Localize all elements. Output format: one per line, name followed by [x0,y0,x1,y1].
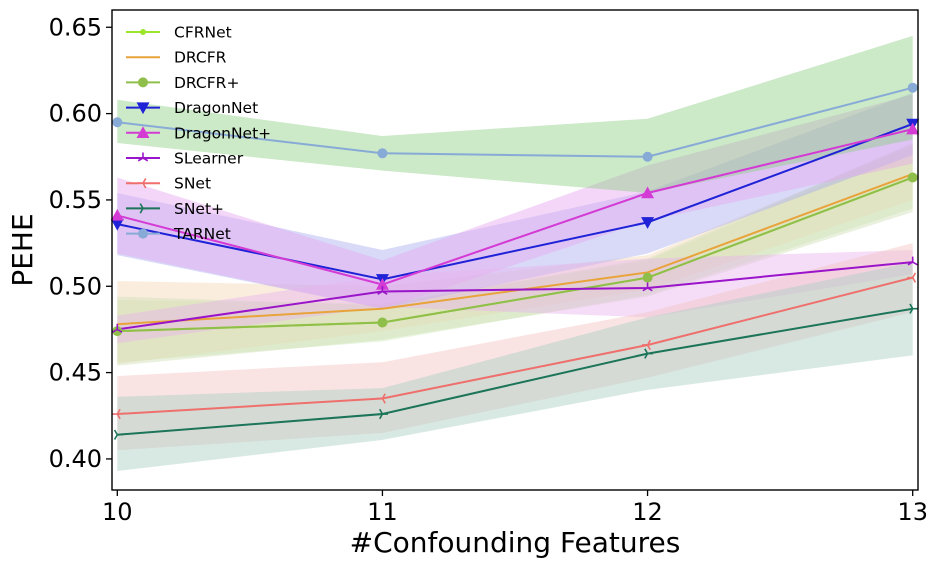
y-tick-label: 0.60 [49,100,102,128]
legend-marker-snet [137,178,147,189]
point-dragonnet [110,218,124,231]
point-snet-plus [378,408,388,420]
legend-label-snet-plus: SNet+ [174,200,224,218]
legend: CFRNet DRCFR DRCFR+ DragonNet DragonNet+ SLea… [126,24,271,243]
legend-marker-dragonnet [136,102,150,115]
legend-marker-slearner [137,152,149,162]
band-slearner [117,250,913,344]
point-dragonnet-plus [641,186,655,199]
line-slearner [117,261,913,331]
legend-label-drcfr-plus: DRCFR+ [174,74,239,92]
point-drcfr-plus [112,326,123,337]
x-tick-label: 10 [102,498,133,526]
line-drcfr-plus [117,176,914,333]
legend-label-cfrnet: CFRNet [174,24,232,42]
legend-marker-drcfr-plus [138,77,148,88]
point-tarnet [377,148,388,159]
line-snet [117,276,913,416]
axis-ticks: 10 11 12 13 0.40 0.45 0.50 0.55 0.60 0.65 [49,13,928,526]
line-tarnet [117,86,913,158]
point-drcfr-plus [377,317,388,328]
series-lines [117,86,914,436]
line-dragonnet-plus [117,128,913,286]
band-drcfr [117,144,913,364]
point-tarnet [907,82,918,93]
band-dragonnet-plus [117,94,913,309]
series-markers [110,82,920,440]
point-slearner [907,256,918,266]
line-dragonnet [117,123,914,281]
point-slearner [642,282,653,292]
y-tick-label: 0.55 [49,186,102,214]
point-snet-plus [113,429,123,440]
point-snet [376,393,386,404]
legend-marker-dragonnet-plus [136,126,150,138]
point-snet-plus [644,348,654,359]
legend-marker-snet-plus [139,203,149,214]
legend-marker-cfrnet [140,29,146,35]
point-dragonnet-plus [110,208,124,221]
band-cfrnet [117,146,913,363]
point-snet [642,339,652,351]
legend-label-dragonnet: DragonNet [174,99,258,117]
band-tarnet [117,35,913,194]
band-dragonnet [117,92,913,309]
x-tick-label: 11 [367,498,398,526]
legend-label-dragonnet-plus: DragonNet+ [174,124,271,142]
line-snet-plus [117,307,913,436]
plot-frame [111,9,919,491]
point-tarnet [112,117,123,128]
y-tick-label: 0.45 [49,359,102,387]
point-snet-plus [909,303,919,314]
x-tick-label: 12 [632,498,663,526]
point-snet [907,272,917,283]
x-tick-label: 13 [897,498,928,526]
point-drcfr-plus [642,272,653,283]
y-tick-label: 0.40 [49,445,102,473]
legend-label-tarnet: TARNet [173,225,231,243]
y-tick-label: 0.65 [49,13,102,41]
point-tarnet [642,151,653,162]
point-drcfr-plus [907,172,918,183]
point-snet [111,408,121,420]
point-slearner [377,285,388,295]
legend-marker-tarnet [138,228,148,239]
x-axis-label: #Confounding Features [350,526,681,559]
point-dragonnet-plus [375,278,389,290]
point-dragonnet [641,217,655,229]
legend-label-slearner: SLearner [174,150,244,168]
band-drcfr-plus [117,142,913,366]
legend-label-snet: SNet [174,175,211,193]
legend-label-drcfr: DRCFR [174,49,227,67]
point-slearner [112,323,123,333]
y-axis-label: PEHE [6,213,39,286]
band-snet [117,243,913,451]
y-tick-label: 0.50 [49,272,102,300]
point-dragonnet-plus [906,122,920,135]
